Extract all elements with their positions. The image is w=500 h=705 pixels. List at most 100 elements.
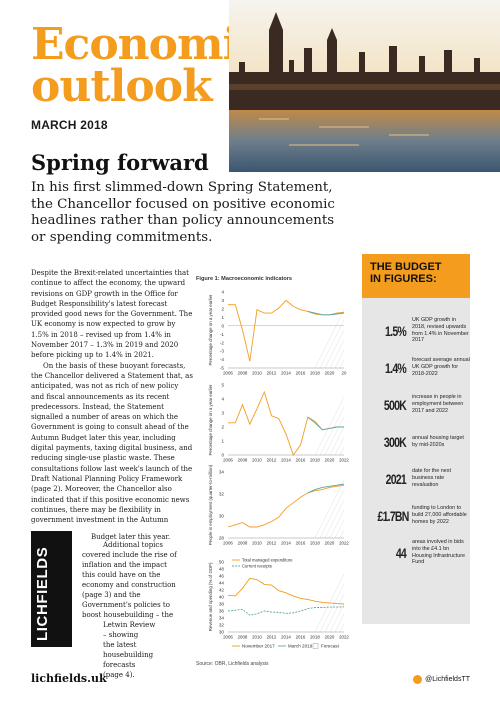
x-tick-label: 2018 <box>310 635 320 640</box>
figure-value: 500K <box>383 396 407 413</box>
x-tick-label: 2012 <box>267 635 277 640</box>
x-tick-label: 2022 <box>339 458 349 463</box>
brand-logo: LICHFIELDS <box>34 546 51 641</box>
panel-heading-line-2: IN FIGURES: <box>370 273 437 285</box>
y-tick-label: 3 <box>221 298 224 303</box>
figure-value: £1.7BN <box>377 507 410 524</box>
forecast-hatch <box>329 339 345 369</box>
twitter-handle: @LichfieldsTT <box>425 676 470 683</box>
paragraph-line: housebuilding <box>103 651 154 659</box>
x-tick-label: 2018 <box>310 458 320 463</box>
y-tick-label: 30 <box>219 514 225 519</box>
series-line <box>307 310 345 316</box>
figure-title: Figure 1: Macroeconomic indicators <box>196 276 293 282</box>
forecast-hatch <box>314 479 345 539</box>
forecast-hatch <box>339 359 345 369</box>
figure-description: areas involved in bids into the £4.1 bn … <box>412 538 466 566</box>
panel-heading-line-1: THE BUDGET <box>370 261 442 273</box>
x-tick-label: 2016 <box>296 458 306 463</box>
y-tick-label: 48 <box>219 567 225 572</box>
paragraph-line: covered include the rise of <box>82 551 177 559</box>
figures-list: 1.5% UK GDP growth in 2018, revised upwar… <box>362 298 470 624</box>
paragraph-line: boost housebuilding – the <box>82 611 174 619</box>
x-tick-label: 2022 <box>339 635 349 640</box>
x-tick-label: 2010 <box>252 541 262 546</box>
title-line-2: outlook <box>31 61 213 112</box>
paragraph-line: the latest <box>103 641 137 649</box>
legend-label: Total managed expenditure <box>242 558 293 563</box>
forecast-hatch <box>334 349 345 369</box>
y-tick-label: 34 <box>219 470 225 475</box>
figure-description: forecast average annual UK GDP growth fo… <box>412 357 470 377</box>
series-line <box>228 390 344 456</box>
x-tick-label: 2020 <box>325 458 335 463</box>
x-tick-label: 2018 <box>310 541 320 546</box>
forecast-hatch <box>314 309 345 369</box>
x-tick-label: 2014 <box>281 371 291 376</box>
y-axis-label: Revenue and spending (% of GDP) <box>208 562 213 631</box>
figure-value: 1.5% <box>385 322 407 339</box>
series-line <box>307 416 344 431</box>
x-tick-label: 2006 <box>223 635 233 640</box>
paragraph-line: Additional topics <box>103 541 163 549</box>
figure-item: 500K increase in people in employment bet… <box>362 386 470 423</box>
footer-twitter[interactable]: @LichfieldsTT <box>413 675 470 684</box>
y-tick-label: -5 <box>220 366 225 371</box>
article-body: Despite the Brexit-related uncertainties… <box>31 268 193 525</box>
forecast-hatch <box>324 416 345 456</box>
issue-date: MARCH 2018 <box>31 118 108 132</box>
figure-value: 300K <box>383 433 407 450</box>
y-tick-label: 38 <box>219 602 225 607</box>
y-tick-label: 40 <box>219 595 225 600</box>
x-tick-label: 2018 <box>310 371 320 376</box>
legend-label: March 2019 <box>288 644 313 649</box>
figure-value: 1.4% <box>385 359 407 376</box>
twitter-icon <box>413 675 423 684</box>
y-tick-label: 36 <box>219 609 225 614</box>
y-tick-label: -3 <box>220 349 225 354</box>
x-tick-label: 2020 <box>325 635 335 640</box>
legend-label: Forecast <box>321 644 340 649</box>
y-tick-label: 46 <box>219 574 225 579</box>
forecast-hatch <box>319 406 345 456</box>
series-line <box>227 606 345 616</box>
paragraph-line: (page 4). <box>103 671 135 679</box>
y-axis-label: People in employment (quarter-to-million… <box>208 464 213 545</box>
parliament-photo <box>229 0 500 172</box>
forecast-hatch <box>334 613 345 633</box>
paragraph: Despite the Brexit-related uncertainties… <box>31 269 193 360</box>
figure-description: date for the next business rate revaluat… <box>412 468 451 488</box>
series-line <box>307 483 345 494</box>
forecast-hatch <box>314 396 345 456</box>
figure-description: funding to London to build 27,000 afford… <box>412 505 467 525</box>
x-tick-label: 2008 <box>238 635 248 640</box>
x-tick-label: 2012 <box>267 541 277 546</box>
forecast-hatch <box>339 623 345 633</box>
budget-figures-panel: THE BUDGET IN FIGURES: 1.5% UK GDP growth… <box>362 254 470 624</box>
y-tick-label: 32 <box>219 492 225 497</box>
forecast-hatch <box>329 426 345 456</box>
x-tick-label: 2008 <box>238 541 248 546</box>
forecast-hatch <box>334 436 345 456</box>
y-tick-label: 2 <box>221 306 224 311</box>
series-line <box>227 577 345 605</box>
y-tick-label: 28 <box>219 536 225 541</box>
y-tick-label: 30 <box>219 630 225 635</box>
headline: Spring forward <box>31 150 209 175</box>
y-tick-label: -2 <box>220 340 225 345</box>
x-tick-label: 2008 <box>238 371 248 376</box>
x-tick-label: 2012 <box>267 458 277 463</box>
y-tick-label: 50 <box>219 560 225 565</box>
x-tick-label: 2016 <box>296 541 306 546</box>
paragraph-line: Government's policies to <box>82 601 170 609</box>
x-tick-label: 2016 <box>296 635 306 640</box>
paragraph-line: – showing <box>103 631 139 639</box>
page-title: Economic outlook <box>31 23 265 112</box>
figure-item: 44 areas involved in bids into the £4.1 b… <box>362 534 470 571</box>
y-tick-label: 1 <box>221 315 224 320</box>
footer-url[interactable]: lichfields.uk <box>31 672 107 685</box>
figure-item: 1.4% forecast average annual UK GDP growt… <box>362 349 470 386</box>
y-tick-label: 34 <box>219 616 225 621</box>
x-tick-label: 2010 <box>252 458 262 463</box>
